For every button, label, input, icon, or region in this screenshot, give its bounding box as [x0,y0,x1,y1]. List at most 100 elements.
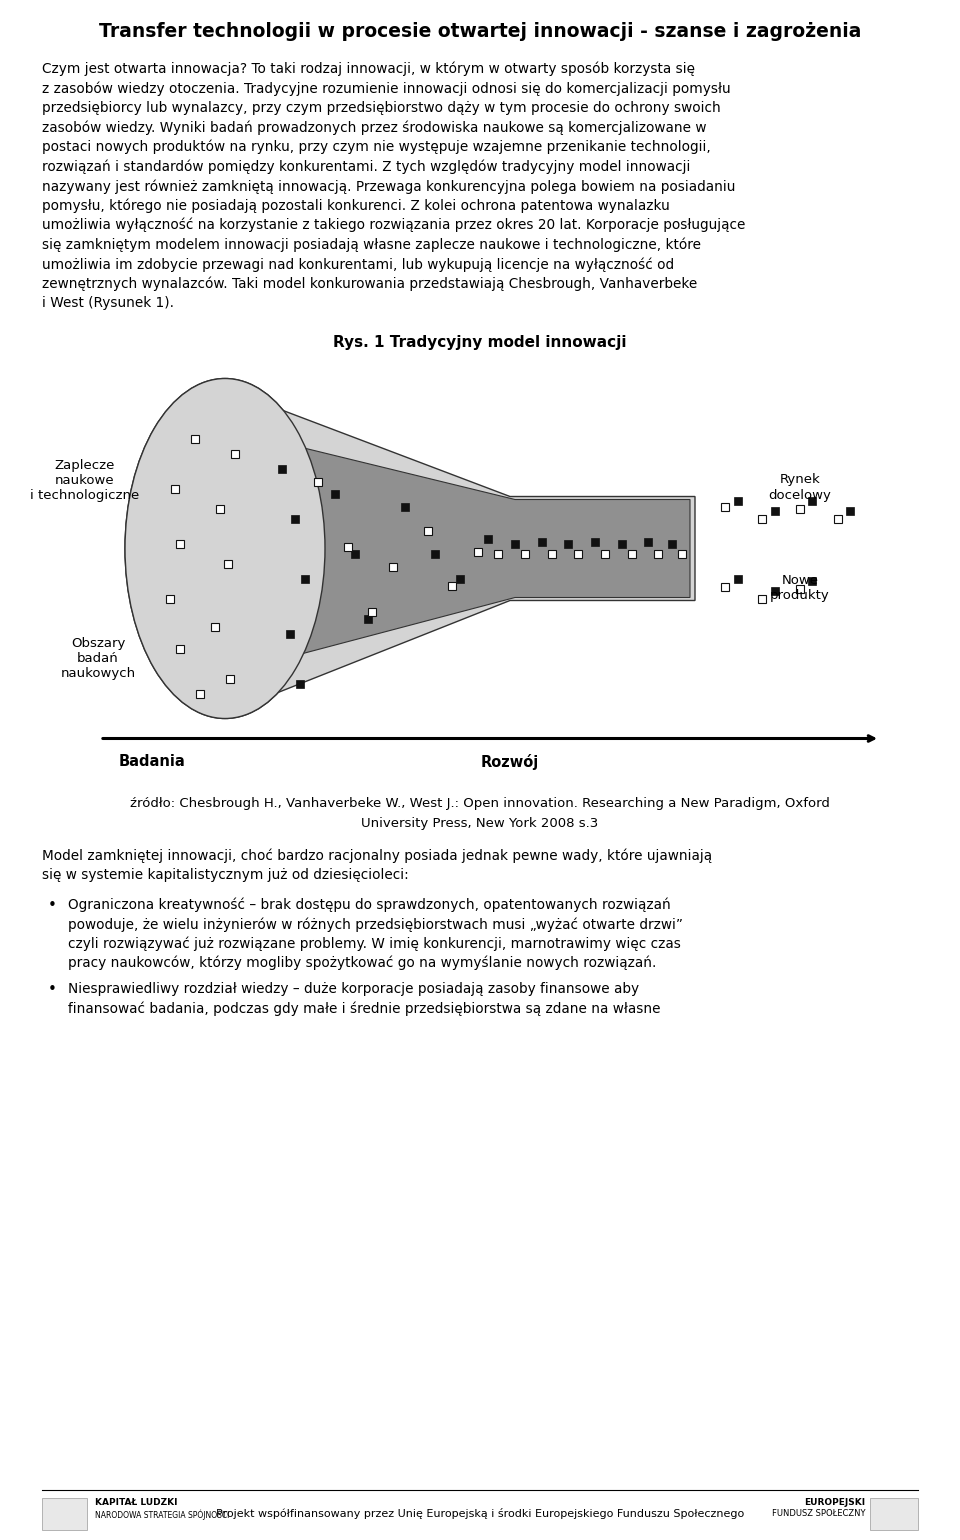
Bar [574,550,582,557]
Bar [278,465,286,473]
Bar [771,587,779,594]
Bar [796,505,804,513]
Text: zasobów wiedzy. Wyniki badań prowadzonych przez środowiska naukowe są komercjali: zasobów wiedzy. Wyniki badań prowadzonyc… [42,120,707,136]
Text: Nowe
produkty: Nowe produkty [770,573,829,602]
Text: Ograniczona kreatywność – brak dostępu do sprawdzonych, opatentowanych rozwiązań: Ograniczona kreatywność – brak dostępu d… [68,898,671,912]
Text: zewnętrznych wynalazców. Taki model konkurowania przedstawiają Chesbrough, Vanha: zewnętrznych wynalazców. Taki model konk… [42,277,697,291]
Text: Badania: Badania [119,755,185,770]
Bar [474,548,482,556]
Bar [618,539,626,548]
Text: nazywany jest również zamkniętą innowacją. Przewaga konkurencyjna polega bowiem : nazywany jest również zamkniętą innowacj… [42,179,735,194]
Bar [644,537,652,545]
Bar [808,576,816,585]
Bar [846,507,854,514]
Bar [191,434,199,442]
Bar [448,582,456,590]
Bar [331,490,339,497]
Text: University Press, New York 2008 s.3: University Press, New York 2008 s.3 [361,816,599,830]
Bar [224,559,232,568]
Bar [654,550,662,557]
Bar [721,502,729,510]
Bar [389,562,397,570]
Text: EUROPEJSKI: EUROPEJSKI [804,1498,865,1508]
Text: powoduje, że wielu inżynierów w różnych przedsiębiorstwach musi „wyżać otwarte d: powoduje, że wielu inżynierów w różnych … [68,916,683,932]
Bar [494,550,502,557]
Bar [538,537,546,545]
Bar [196,690,204,698]
Ellipse shape [125,379,325,719]
Bar [591,537,599,545]
Bar [601,550,609,557]
Bar [771,507,779,514]
Polygon shape [265,439,690,664]
Bar [368,607,376,616]
Bar [351,550,359,557]
Bar [808,496,816,505]
Text: Niesprawiedliwy rozdział wiedzy – duże korporacje posiadają zasoby finansowe aby: Niesprawiedliwy rozdział wiedzy – duże k… [68,981,639,995]
Bar [796,585,804,593]
Text: źródło: Chesbrough H., Vanhaverbeke W., West J.: Open innovation. Researching a : źródło: Chesbrough H., Vanhaverbeke W., … [130,796,830,810]
Bar [211,622,219,630]
Bar [734,574,742,582]
Bar [231,450,239,457]
Bar [678,550,686,557]
Bar [870,1498,918,1531]
Bar [166,594,174,602]
Text: Rynek
docelowy: Rynek docelowy [769,473,831,502]
Bar [171,485,179,493]
Text: NARODOWA STRATEGIA SPÓJNOŚCI: NARODOWA STRATEGIA SPÓJNOŚCI [95,1509,229,1520]
Bar [301,574,309,582]
Bar [521,550,529,557]
Bar [286,630,294,638]
Text: Transfer technologii w procesie otwartej innowacji - szanse i zagrożenia: Transfer technologii w procesie otwartej… [99,22,861,42]
Bar [42,1498,87,1531]
Bar [364,614,372,622]
Bar [344,542,352,550]
Text: się w systemie kapitalistycznym już od dziesięcioleci:: się w systemie kapitalistycznym już od d… [42,869,409,882]
Text: umożliwia wyłączność na korzystanie z takiego rozwiązania przez okres 20 lat. Ko: umożliwia wyłączność na korzystanie z ta… [42,219,745,233]
Text: rozwiązań i standardów pomiędzy konkurentami. Z tych względów tradycyjny model i: rozwiązań i standardów pomiędzy konkuren… [42,160,690,174]
Text: Model zamkniętej innowacji, choć bardzo racjonalny posiada jednak pewne wady, kt: Model zamkniętej innowacji, choć bardzo … [42,849,712,862]
Text: Czym jest otwarta innowacja? To taki rodzaj innowacji, w którym w otwarty sposób: Czym jest otwarta innowacja? To taki rod… [42,62,695,77]
Bar [401,502,409,510]
Bar [226,675,234,682]
Bar [511,539,519,548]
Bar [456,574,464,582]
Text: się zamkniętym modelem innowacji posiadają własne zaplecze naukowe i technologic: się zamkniętym modelem innowacji posiada… [42,237,701,253]
Text: pracy naukowców, którzy mogliby spożytkować go na wymyślanie nowych rozwiązań.: pracy naukowców, którzy mogliby spożytko… [68,956,657,970]
Bar [484,534,492,542]
Bar [296,679,304,687]
Text: finansować badania, podczas gdy małe i średnie przedsiębiorstwa są zdane na włas: finansować badania, podczas gdy małe i ś… [68,1001,660,1015]
Text: KAPITAŁ LUDZKI: KAPITAŁ LUDZKI [95,1498,178,1508]
Bar [834,514,842,522]
Bar [758,514,766,522]
Text: z zasobów wiedzy otoczenia. Tradycyjne rozumienie innowacji odnosi się do komerc: z zasobów wiedzy otoczenia. Tradycyjne r… [42,82,731,95]
Bar [176,645,184,653]
Bar [758,594,766,602]
Bar [291,514,299,522]
Text: umożliwia im zdobycie przewagi nad konkurentami, lub wykupują licencje na wyłącz: umożliwia im zdobycie przewagi nad konku… [42,257,674,271]
Text: postaci nowych produktów na rynku, przy czym nie występuje wzajemne przenikanie : postaci nowych produktów na rynku, przy … [42,140,710,154]
Ellipse shape [125,379,325,719]
Bar [721,582,729,590]
Text: Rys. 1 Tradycyjny model innowacji: Rys. 1 Tradycyjny model innowacji [333,336,627,351]
Text: •: • [48,898,57,913]
Text: •: • [48,981,57,996]
Bar [424,527,432,534]
Bar [668,539,676,548]
Bar [176,539,184,548]
Polygon shape [225,388,695,713]
Text: przedsiębiorcy lub wynalazcy, przy czym przedsiębiorstwo dąży w tym procesie do : przedsiębiorcy lub wynalazcy, przy czym … [42,102,721,115]
Text: Projekt współfinansowany przez Unię Europejską i środki Europejskiego Funduszu S: Projekt współfinansowany przez Unię Euro… [216,1508,744,1518]
Text: FUNDUSZ SPOŁECZNY: FUNDUSZ SPOŁECZNY [772,1509,865,1518]
Bar [216,505,224,513]
Text: i West (Rysunek 1).: i West (Rysunek 1). [42,296,174,310]
Bar [628,550,636,557]
Bar [314,477,322,485]
Bar [734,496,742,505]
Text: Obszary
badań
naukowych: Obszary badań naukowych [60,636,135,679]
Bar [431,550,439,557]
Bar [548,550,556,557]
Text: Zaplecze
naukowe
i technologiczne: Zaplecze naukowe i technologiczne [31,459,139,502]
Bar [564,539,572,548]
